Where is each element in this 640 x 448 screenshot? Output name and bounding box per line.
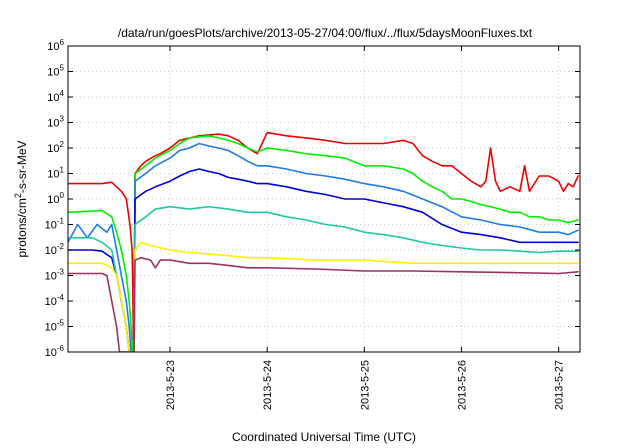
series-line (68, 256, 579, 352)
y-tick-label: 104 (47, 89, 64, 104)
x-tick-label: 2013-5-26 (456, 360, 468, 410)
y-tick-label: 105 (47, 64, 64, 79)
y-tick-label: 10-3 (45, 268, 65, 283)
y-tick-label: 103 (47, 115, 64, 130)
y-axis-ticks: 10-6 10-5 10-4 10-3 10-2 10-1 100 101 102 103 104 1… (45, 38, 580, 359)
y-tick-label: 10-6 (45, 344, 65, 359)
series-line (68, 241, 579, 352)
y-tick-label: 10-4 (45, 293, 65, 308)
x-tick-label: 2013-5-27 (554, 360, 566, 410)
y-tick-label: 101 (47, 166, 64, 181)
plot-series (68, 131, 579, 352)
series-line (68, 142, 579, 352)
y-tick-label: 10-5 (45, 319, 65, 334)
y-tick-label: 10-1 (45, 217, 65, 232)
y-tick-label: 10-2 (45, 242, 65, 257)
x-tick-label: 2013-5-24 (262, 360, 274, 410)
chart-title: /data/run/goesPlots/archive/2013-05-27/0… (118, 26, 533, 40)
series-line (68, 205, 579, 352)
x-axis-label: Coordinated Universal Time (UTC) (232, 430, 416, 444)
y-tick-label: 102 (47, 140, 64, 155)
y-axis-label: protons/cm2-s-sr-MeV (13, 140, 29, 257)
series-line (68, 131, 579, 352)
y-tick-label: 100 (47, 191, 64, 206)
x-tick-label: 2013-5-25 (359, 360, 371, 410)
series-line (68, 135, 579, 352)
y-tick-label: 106 (47, 38, 64, 53)
x-tick-label: 2013-5-23 (165, 360, 177, 410)
x-axis-ticks: 2013-5-23 2013-5-24 2013-5-25 2013-5-26 2013… (165, 46, 566, 410)
grid-lines (68, 46, 580, 352)
